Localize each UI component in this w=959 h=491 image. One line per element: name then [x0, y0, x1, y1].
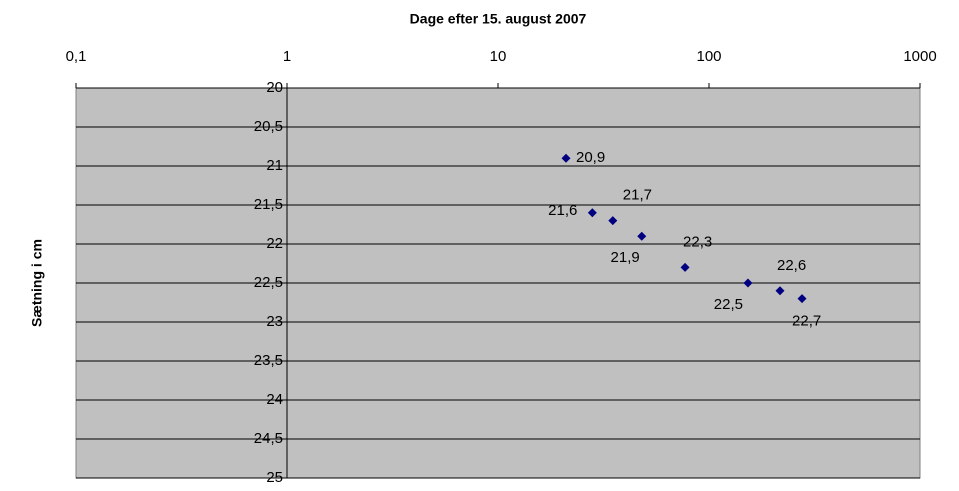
- marker: [743, 278, 753, 288]
- marker: [797, 294, 807, 304]
- y-tick-label: 20: [266, 79, 283, 96]
- data-label: 20,9: [576, 149, 605, 166]
- data-label: 22,6: [777, 257, 806, 274]
- data-label: 21,7: [623, 187, 652, 204]
- y-tick-label: 21,5: [254, 196, 283, 213]
- y-tick-label: 22,5: [254, 274, 283, 291]
- data-label: 22,7: [792, 313, 821, 330]
- data-label: 21,9: [611, 249, 640, 266]
- y-tick-label: 24: [266, 391, 283, 408]
- x-tick-label: 10: [490, 48, 507, 65]
- y-tick-label: 23: [266, 313, 283, 330]
- y-tick-label: 22: [266, 235, 283, 252]
- marker: [680, 262, 690, 272]
- chart-title: Dage efter 15. august 2007: [410, 11, 587, 27]
- marker: [608, 216, 618, 226]
- y-tick-label: 24,5: [254, 430, 283, 447]
- data-label: 21,6: [548, 202, 577, 219]
- y-axis-title: Sætning i cm: [29, 239, 45, 327]
- y-tick-label: 20,5: [254, 118, 283, 135]
- y-tick-label: 21: [266, 157, 283, 174]
- x-tick-label: 1000: [903, 48, 936, 65]
- y-tick-label: 23,5: [254, 352, 283, 369]
- marker: [775, 286, 785, 296]
- x-tick-label: 1: [283, 48, 291, 65]
- x-tick-label: 100: [696, 48, 721, 65]
- x-tick-label: 0,1: [66, 48, 87, 65]
- marker: [561, 153, 571, 163]
- y-tick-label: 25: [266, 469, 283, 486]
- data-label: 22,5: [714, 296, 743, 313]
- marker: [587, 208, 597, 218]
- marker: [637, 231, 647, 241]
- data-label: 22,3: [683, 233, 712, 250]
